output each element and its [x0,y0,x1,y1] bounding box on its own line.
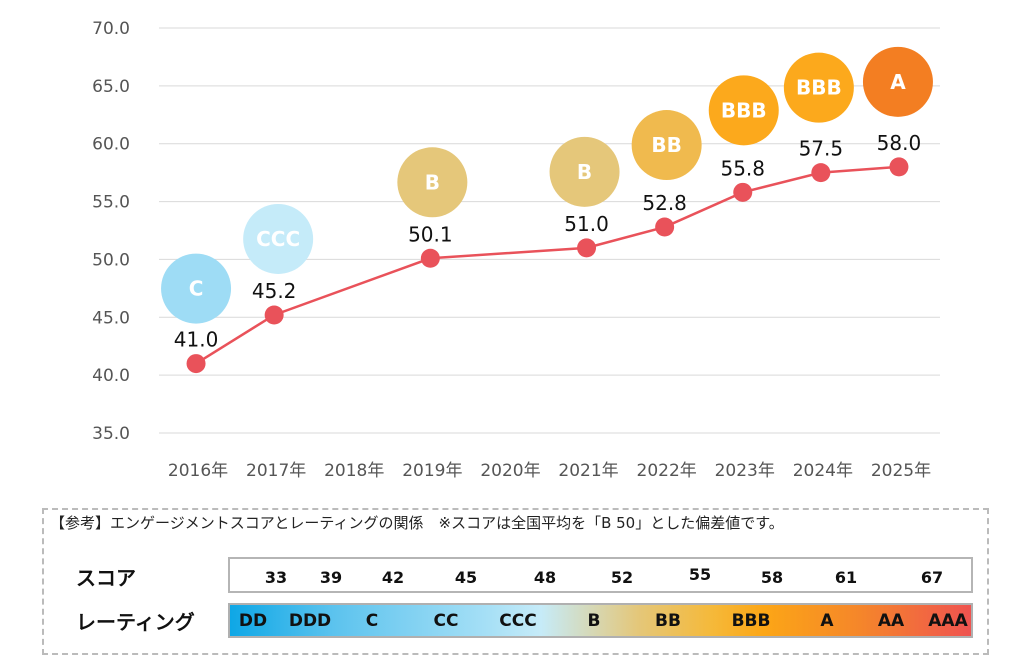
score-value: 67 [920,568,944,587]
rating-bubble [862,46,933,117]
y-tick-label: 50.0 [92,250,130,270]
data-point [655,217,675,237]
rating-bubble-label: BBB [721,98,767,122]
data-point [420,248,440,268]
x-tick-label: 2020年 [480,461,540,481]
data-point [733,182,753,202]
data-point [264,305,284,325]
rating-value: A [820,611,834,631]
series-line [195,165,900,365]
rating-gradient-bar [228,603,973,638]
data-labels: 41.0 45.2 50.1 51.0 52.8 55.8 57.5 58.0 [174,131,921,352]
y-axis-ticks: 70.0 65.0 60.0 55.0 50.0 45.0 40.0 35.0 [92,19,130,444]
legend-title: 【参考】エンゲージメントスコアとレーティングの関係 ※スコアは全国平均を「B 5… [50,514,784,532]
series-line-path [195,165,900,365]
rating-bubble [549,136,620,207]
rating-bubble [397,147,468,218]
data-point [811,163,831,183]
x-tick-label: 2024年 [793,461,853,481]
score-value: 45 [454,568,478,587]
data-label: 58.0 [877,131,922,155]
rating-value: DDD [288,611,332,631]
score-value: 55 [688,565,712,584]
score-value: 52 [610,568,634,587]
data-point [186,354,206,374]
line-chart: 70.065.060.055.050.045.040.035.0 2016年 20… [92,19,940,481]
score-value: 61 [834,568,858,587]
x-tick-label: 2022年 [637,461,697,481]
score-row-box [228,557,973,593]
rating-bubble-label: B [425,170,440,194]
rating-value: BB [655,611,681,631]
score-value: 58 [760,568,784,587]
x-tick-label: 2018年 [324,461,384,481]
y-tick-label: 35.0 [92,424,130,444]
data-label: 50.1 [408,222,453,246]
x-tick-label: 2019年 [402,461,462,481]
rating-row-label: レーティング [76,610,195,634]
rating-bubble-label: B [577,160,592,184]
rating-value: C [365,611,379,631]
rating-bubble [631,110,702,181]
x-tick-label: 2023年 [715,461,775,481]
reference-legend-box [42,508,989,655]
rating-bubble-label: BBB [796,76,842,100]
data-label: 41.0 [174,328,219,352]
score-value: 39 [319,568,343,587]
data-label: 45.2 [252,279,297,303]
rating-bubble-label: C [189,277,204,301]
data-point [889,157,909,177]
data-point [577,238,597,258]
rating-value: B [587,611,601,631]
x-axis-ticks: 2016年 2017年 2018年 2019年 2020年 2021年 2022年 2023年… [168,461,931,481]
x-tick-label: 2025年 [871,461,931,481]
data-label: 51.0 [564,212,609,236]
data-label: 57.5 [799,137,844,161]
rating-bubble-label: BB [651,133,682,157]
y-tick-label: 60.0 [92,135,130,155]
rating-value: DD [238,611,268,631]
rating-bubble-label: CCC [256,227,300,251]
data-label: 52.8 [642,191,687,215]
y-tick-label: 65.0 [92,77,130,97]
rating-bubble [708,75,779,146]
rating-value: AA [877,611,905,631]
score-value: 48 [533,568,557,587]
y-tick-label: 45.0 [92,308,130,328]
x-tick-label: 2021年 [558,461,618,481]
y-tick-label: 40.0 [92,366,130,386]
rating-bubble-label: A [890,70,906,94]
rating-value: CC [433,611,459,631]
x-tick-label: 2016年 [168,461,228,481]
rating-value: CCC [499,611,537,631]
score-row-label: スコア [76,566,136,590]
data-label: 55.8 [720,156,765,180]
rating-value: AAA [928,611,968,631]
rating-value: BBB [731,611,771,631]
rating-bubble [243,203,314,274]
score-value: 33 [264,568,288,587]
y-tick-label: 70.0 [92,19,130,39]
rating-bubble [161,253,232,324]
x-tick-label: 2017年 [246,461,306,481]
data-points [186,157,909,374]
rating-bubble [783,52,854,123]
y-tick-label: 55.0 [92,193,130,213]
score-value: 42 [381,568,405,587]
